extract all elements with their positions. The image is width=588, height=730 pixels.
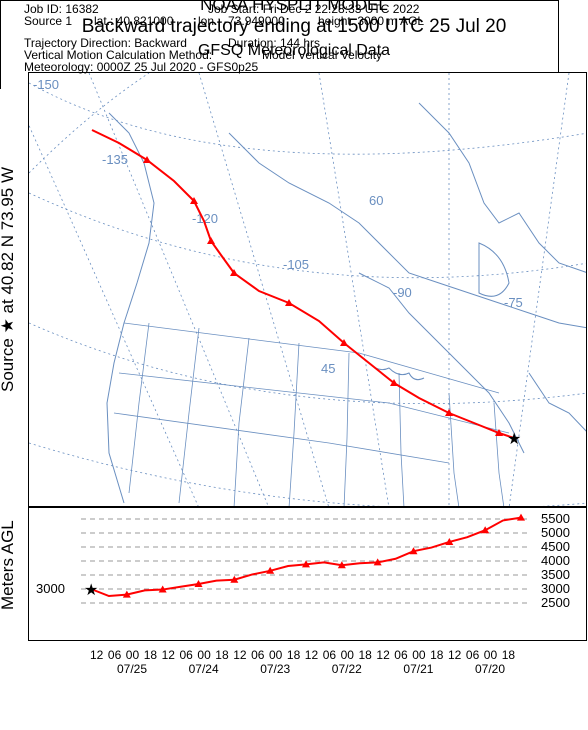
grid-label-lon-90: -90 <box>393 285 412 300</box>
meteorology: Meteorology: 0000Z 25 Jul 2020 - GFS0p25 <box>24 60 259 74</box>
trajectory-marker <box>190 197 198 204</box>
start-star-icon: ★ <box>84 582 98 599</box>
model-title: NOAA HYSPLIT MODEL <box>200 0 388 14</box>
trajectory-marker <box>340 339 348 346</box>
height-chart: ★ <box>28 507 587 641</box>
trajectory-duration: Duration: 144 hrs <box>228 36 321 50</box>
height-marker <box>230 575 239 583</box>
time-tick-label: 18 <box>501 648 516 662</box>
grid-label-lat-60: 60 <box>369 193 383 208</box>
source-lat: lat.: 40.821000 <box>94 14 174 28</box>
height-tick-label: 2500 <box>541 595 570 610</box>
vertical-method: Vertical Motion Calculation Method: <box>24 48 213 62</box>
job-info-panel: Job ID: 16382 Job Start: Fri Dec 2 22:28… <box>0 0 559 89</box>
time-tick-label: 12 <box>90 648 104 662</box>
grid-label-lon-120: -120 <box>192 211 218 226</box>
trajectory-marker <box>285 299 293 306</box>
meteo-title: GFSQ Meteorological Data <box>197 42 391 59</box>
date-label: 07/25 <box>117 662 148 676</box>
time-tick-label: 06 <box>251 648 265 662</box>
time-tick-label: 06 <box>394 648 408 662</box>
trajectory-marker <box>390 379 398 386</box>
trajectory-title: Backward trajectory ending at 1500 UTC 2… <box>81 16 507 37</box>
height-marker <box>481 526 490 534</box>
source-number: Source 1 <box>24 14 73 28</box>
height-tick-label: 5500 <box>541 511 570 526</box>
trajectory-map: -150 -135 -120 -105 -90 -75 60 45 ★ <box>28 72 587 507</box>
height-marker <box>122 590 131 598</box>
time-tick-label: 00 <box>197 648 211 662</box>
time-tick-label: 12 <box>376 648 390 662</box>
time-tick-label: 06 <box>107 648 122 662</box>
height-marker <box>517 513 525 521</box>
source-height: height: 3000 m AGL <box>318 14 425 28</box>
time-tick-label: 18 <box>143 648 158 662</box>
height-tick-label: 3000 <box>541 581 570 596</box>
job-start: Job Start: Fri Dec 2 22:28:33 UTC 2022 <box>208 2 420 16</box>
time-tick-label: 18 <box>430 648 444 662</box>
height-tick-label: 4500 <box>541 539 570 554</box>
height-marker <box>409 547 418 555</box>
time-tick-label: 00 <box>483 648 498 662</box>
date-label: 07/24 <box>188 662 219 676</box>
height-marker <box>302 560 310 568</box>
height-axis-label: Meters AGL <box>0 520 17 610</box>
time-tick-label: 12 <box>233 648 247 662</box>
start-height-label: 3000 <box>36 581 65 596</box>
time-tick-label: 06 <box>322 648 337 662</box>
time-tick-label: 00 <box>340 648 354 662</box>
height-tick-label: 3500 <box>541 567 570 582</box>
date-label: 07/23 <box>260 662 291 676</box>
height-marker <box>158 585 167 593</box>
grid-label-lon-75: -75 <box>504 295 523 310</box>
time-tick-label: 00 <box>125 648 140 662</box>
source-lon: lon.: -73.949000 <box>198 14 285 28</box>
trajectory-marker <box>230 269 238 276</box>
time-tick-label: 12 <box>448 648 462 662</box>
time-tick-label: 06 <box>179 648 193 662</box>
grid-label-lat-45: 45 <box>321 361 335 376</box>
time-tick-label: 00 <box>269 648 283 662</box>
height-marker <box>373 558 382 566</box>
time-tick-label: 12 <box>161 648 175 662</box>
vertical-method-value: Model Vertical Velocity <box>262 48 383 62</box>
height-tick-label: 5000 <box>541 525 570 540</box>
trajectory-marker <box>207 237 215 244</box>
height-tick-label: 4000 <box>541 553 570 568</box>
date-label: 07/20 <box>475 662 506 676</box>
height-chart-canvas: ★ <box>81 513 529 604</box>
trajectory-marker <box>495 429 503 436</box>
source-star-icon: ★ <box>507 431 521 448</box>
grid-label-lon-105: -105 <box>283 257 309 272</box>
trajectory-direction: Trajectory Direction: Backward <box>24 36 187 50</box>
time-tick-label: 18 <box>358 648 372 662</box>
graticule <box>29 73 586 506</box>
date-label: 07/21 <box>403 662 434 676</box>
height-marker <box>445 537 454 545</box>
trajectory-marker <box>143 156 151 163</box>
map-canvas: -150 -135 -120 -105 -90 -75 60 45 ★ <box>29 73 586 506</box>
job-id: Job ID: 16382 <box>24 2 99 16</box>
height-marker <box>337 561 346 569</box>
trajectory-line <box>91 129 515 439</box>
height-series-line <box>90 516 522 598</box>
state-borders <box>113 322 510 506</box>
time-tick-label: 12 <box>304 648 319 662</box>
source-location-label: Source ★ at 40.82 N 73.95 W <box>0 167 17 392</box>
date-label: 07/22 <box>331 662 362 676</box>
height-marker <box>194 579 203 587</box>
time-tick-label: 18 <box>286 648 301 662</box>
trajectory-markers <box>143 156 503 436</box>
height-marker <box>266 566 275 574</box>
time-tick-label: 18 <box>215 648 229 662</box>
trajectory-marker <box>445 409 453 416</box>
grid-label-lon-150: -150 <box>33 77 59 92</box>
coastlines <box>106 102 586 504</box>
time-tick-label: 00 <box>412 648 426 662</box>
time-tick-label: 06 <box>465 648 480 662</box>
grid-label-lon-135: -135 <box>102 152 128 167</box>
